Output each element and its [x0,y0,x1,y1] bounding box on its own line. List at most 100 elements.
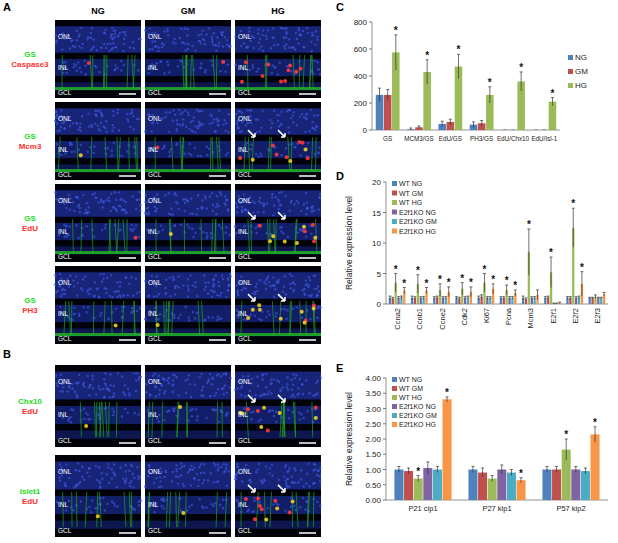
onl-band [55,372,141,400]
nucleus [163,419,166,422]
nucleus [218,45,220,47]
nucleus [113,395,115,397]
nucleus [292,393,294,395]
nucleus [224,232,227,235]
nucleus [97,287,99,289]
layer-label: INL [238,228,249,235]
nucleus [316,294,318,296]
arrow [278,130,285,137]
layer-label: GCL [58,437,72,444]
nucleus [73,285,75,287]
glia-process [193,55,195,89]
nucleus [106,147,109,150]
nucleus [131,307,134,310]
nucleus [211,35,213,37]
nucleus [285,27,287,29]
nucleus [73,63,76,66]
layer-label: INL [58,411,69,418]
layer-label: INL [148,310,159,317]
nucleus [177,394,179,396]
nucleus [137,475,139,477]
nucleus [87,206,89,208]
nucleus [109,43,111,45]
nucleus [102,278,104,280]
nucleus [108,482,110,484]
nucleus [262,49,264,51]
nucleus [121,415,124,418]
glia-process [183,55,184,89]
nucleus [286,309,289,312]
nucleus [88,506,91,509]
glia-process [93,301,94,335]
nucleus [271,72,274,75]
nucleus [179,124,181,126]
nucleus [88,467,90,469]
nucleus [289,273,291,275]
nucleus [268,281,270,283]
nucleus [290,117,292,119]
nucleus [160,60,163,63]
nucleus [299,418,302,421]
glia-process [213,55,215,89]
nucleus [263,393,265,395]
nucleus [247,46,249,48]
nucleus [211,408,214,411]
glia-process [119,137,121,171]
nucleus [282,232,285,235]
nucleus [188,114,190,116]
nucleus [68,477,70,479]
nucleus [121,375,123,377]
nucleus [69,275,71,277]
nucleus [84,275,86,277]
glia-process [155,219,156,253]
nucleus [119,32,121,34]
nucleus [241,289,243,291]
arrow [248,212,255,219]
layer-label: ONL [58,378,72,385]
nucleus [215,392,217,394]
nucleus [174,224,177,227]
nucleus [144,29,146,31]
nucleus [178,286,180,288]
layer-label: ONL [238,197,252,204]
layer-label: INL [238,64,249,71]
layer-label: GCL [58,89,72,96]
glia-process [288,137,290,171]
glia-process [291,137,292,171]
nucleus [163,378,165,380]
nucleus [94,196,96,198]
nucleus [104,29,106,31]
nucleus [189,274,191,276]
onl-band [55,26,141,53]
glia-process [184,219,185,253]
nucleus [132,115,134,117]
nucleus [180,28,182,30]
labeled-cell [278,411,282,415]
nucleus [278,125,280,127]
nucleus [177,317,180,320]
nucleus [226,198,228,200]
nucleus [317,305,320,308]
nucleus [250,148,253,151]
nucleus [313,210,315,212]
nucleus [248,27,250,29]
nucleus [135,208,137,210]
nucleus [102,497,105,500]
nucleus [209,373,211,375]
nucleus [116,281,118,283]
nucleus [172,390,174,392]
image-bg [235,266,321,344]
nucleus [126,118,128,120]
nucleus [155,45,157,47]
nucleus [312,395,314,397]
nucleus [172,279,174,281]
nucleus [274,196,276,198]
nucleus [113,385,115,387]
nucleus [114,291,116,293]
nucleus [110,36,112,38]
stain-label: PH3 [22,306,38,315]
nucleus [72,45,74,47]
nucleus [206,154,209,157]
glia-process [99,402,101,437]
glia-process [210,137,211,171]
